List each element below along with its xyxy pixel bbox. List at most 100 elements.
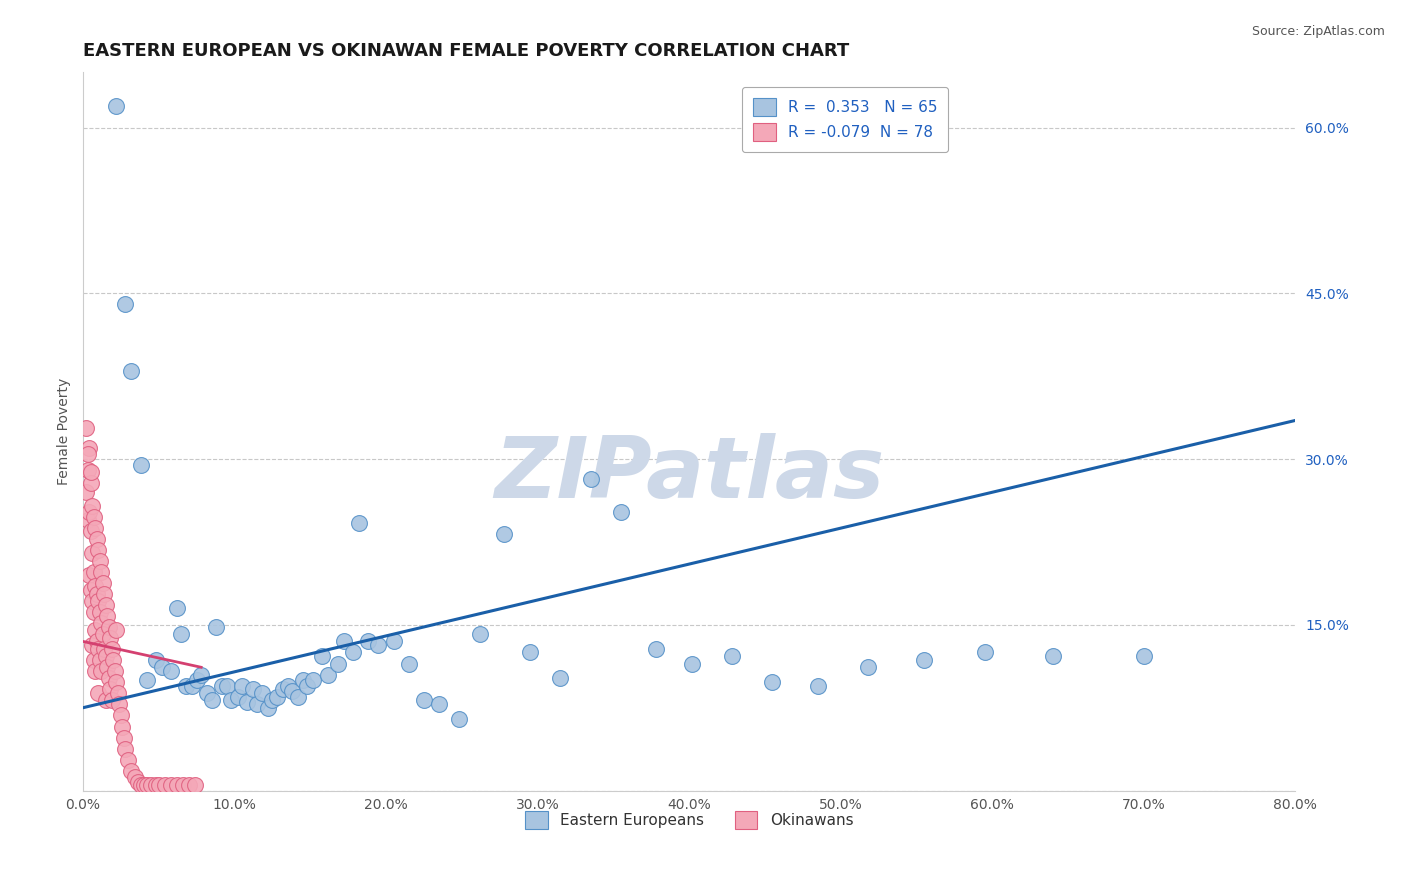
Point	[447, 712, 470, 726]
Point	[104, 665, 127, 679]
Point	[205, 620, 228, 634]
Point	[93, 587, 115, 601]
Point	[90, 665, 112, 679]
Point	[77, 568, 100, 582]
Point	[186, 673, 208, 687]
Point	[89, 605, 111, 619]
Point	[80, 499, 103, 513]
Point	[127, 774, 149, 789]
Y-axis label: Female Poverty: Female Poverty	[58, 378, 72, 485]
Point	[235, 695, 257, 709]
Point	[83, 653, 105, 667]
Point	[1132, 648, 1154, 663]
Point	[77, 505, 100, 519]
Point	[195, 686, 218, 700]
Point	[100, 693, 122, 707]
Point	[94, 598, 117, 612]
Point	[87, 642, 110, 657]
Point	[94, 648, 117, 663]
Point	[87, 686, 110, 700]
Point	[84, 521, 107, 535]
Point	[494, 527, 516, 541]
Point	[83, 605, 105, 619]
Point	[226, 690, 249, 704]
Point	[76, 447, 98, 461]
Point	[297, 679, 319, 693]
Point	[367, 638, 389, 652]
Point	[93, 642, 115, 657]
Point	[75, 485, 97, 500]
Point	[86, 634, 108, 648]
Point	[124, 770, 146, 784]
Point	[91, 626, 114, 640]
Point	[166, 601, 188, 615]
Point	[132, 778, 155, 792]
Point	[610, 505, 633, 519]
Point	[98, 631, 121, 645]
Point	[579, 472, 602, 486]
Point	[112, 731, 135, 745]
Point	[97, 620, 120, 634]
Point	[221, 693, 243, 707]
Point	[77, 441, 100, 455]
Point	[135, 673, 157, 687]
Point	[271, 681, 294, 696]
Point	[79, 466, 101, 480]
Point	[277, 679, 299, 693]
Point	[519, 645, 541, 659]
Point	[856, 660, 879, 674]
Point	[720, 648, 742, 663]
Point	[79, 524, 101, 538]
Point	[281, 684, 304, 698]
Point	[190, 667, 212, 681]
Point	[973, 645, 995, 659]
Point	[75, 421, 97, 435]
Point	[80, 593, 103, 607]
Point	[83, 565, 105, 579]
Point	[257, 700, 280, 714]
Point	[398, 657, 420, 671]
Point	[242, 681, 264, 696]
Text: ZIPatlas: ZIPatlas	[494, 434, 884, 516]
Point	[250, 686, 273, 700]
Point	[166, 778, 188, 792]
Point	[135, 778, 157, 792]
Text: Source: ZipAtlas.com: Source: ZipAtlas.com	[1251, 25, 1385, 38]
Point	[231, 679, 253, 693]
Point	[201, 693, 224, 707]
Point	[145, 778, 167, 792]
Point	[807, 679, 830, 693]
Point	[332, 634, 354, 648]
Point	[287, 690, 309, 704]
Point	[108, 698, 131, 712]
Point	[114, 297, 136, 311]
Legend: Eastern Europeans, Okinawans: Eastern Europeans, Okinawans	[519, 805, 859, 835]
Text: EASTERN EUROPEAN VS OKINAWAN FEMALE POVERTY CORRELATION CHART: EASTERN EUROPEAN VS OKINAWAN FEMALE POVE…	[83, 42, 849, 60]
Point	[129, 458, 152, 472]
Point	[114, 741, 136, 756]
Point	[79, 582, 101, 597]
Point	[550, 671, 572, 685]
Point	[121, 364, 143, 378]
Point	[87, 593, 110, 607]
Point	[413, 693, 436, 707]
Point	[91, 575, 114, 590]
Point	[644, 642, 666, 657]
Point	[84, 579, 107, 593]
Point	[177, 778, 200, 792]
Point	[105, 98, 128, 112]
Point	[76, 513, 98, 527]
Point	[153, 778, 176, 792]
Point	[342, 645, 364, 659]
Point	[266, 690, 288, 704]
Point	[86, 532, 108, 546]
Point	[357, 634, 380, 648]
Point	[84, 665, 107, 679]
Point	[160, 778, 183, 792]
Point	[141, 778, 163, 792]
Point	[262, 693, 284, 707]
Point	[148, 778, 170, 792]
Point	[145, 653, 167, 667]
Point	[427, 698, 450, 712]
Point	[170, 626, 193, 640]
